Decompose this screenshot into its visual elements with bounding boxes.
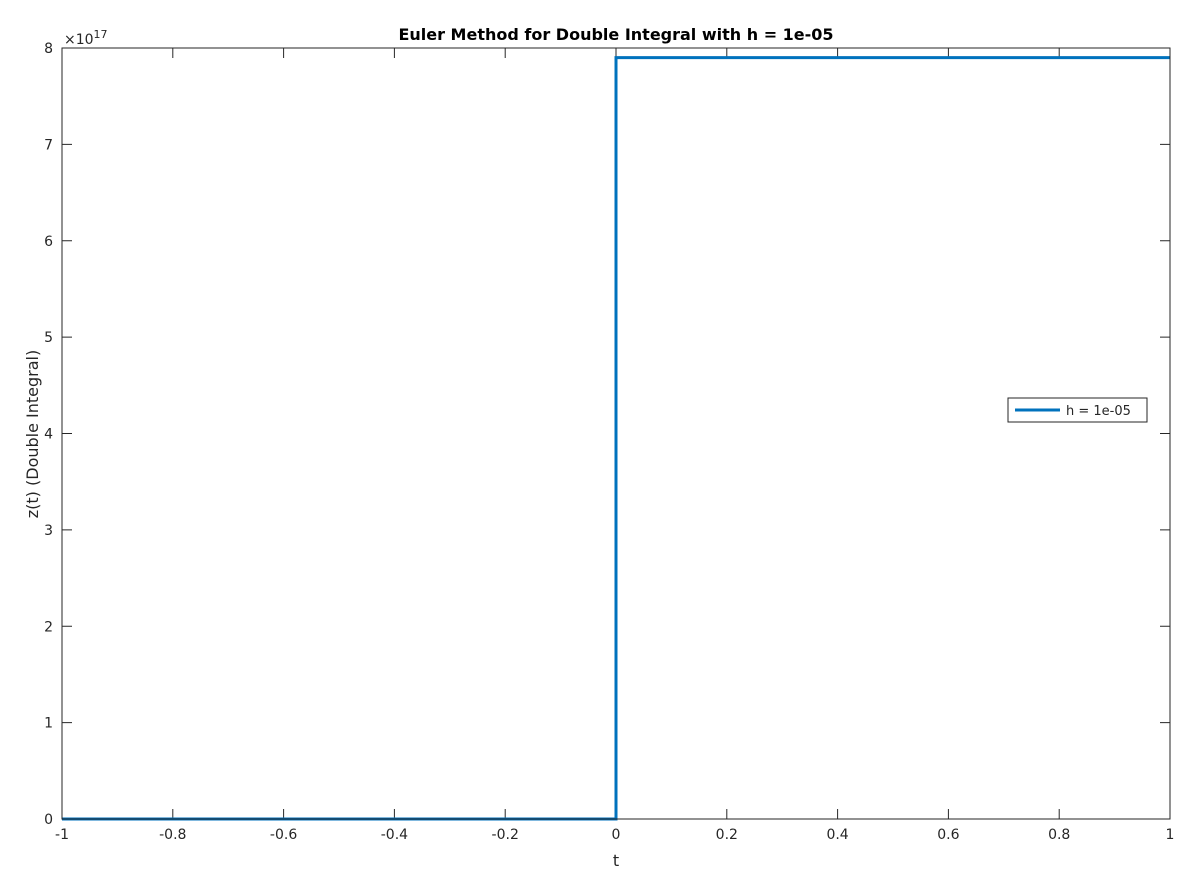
x-tick-label: -0.8 — [159, 827, 186, 843]
x-tick-label: 0.4 — [826, 827, 848, 843]
legend: h = 1e-05 — [1007, 397, 1148, 423]
x-tick-label: 0.8 — [1048, 827, 1070, 843]
y-tick-label: 6 — [44, 234, 53, 250]
x-tick-label: -0.2 — [492, 827, 519, 843]
y-axis-exponent-base: ×10 — [64, 32, 94, 48]
x-tick-label: -0.6 — [270, 827, 297, 843]
y-tick-label: 8 — [44, 41, 53, 57]
axes: -1 -0.8 -0.6 -0.4 -0.2 0 0.2 0.4 0.6 0.8 1 0 1 2 3 4 5 6… — [44, 41, 1174, 843]
legend-entry-label: h = 1e-05 — [1066, 404, 1131, 419]
x-tick-label: -1 — [55, 827, 69, 843]
x-tick-label: 1 — [1166, 827, 1175, 843]
chart-title: Euler Method for Double Integral with h … — [398, 25, 833, 44]
x-axis-ticks: -1 -0.8 -0.6 -0.4 -0.2 0 0.2 0.4 0.6 0.8 1 — [55, 48, 1174, 843]
x-tick-label: 0.6 — [937, 827, 959, 843]
y-axis-ticks: 0 1 2 3 4 5 6 7 8 — [44, 41, 1170, 828]
y-tick-label: 1 — [44, 716, 53, 732]
x-tick-label: 0.2 — [716, 827, 738, 843]
y-tick-label: 5 — [44, 330, 53, 346]
x-tick-label: -0.4 — [381, 827, 408, 843]
y-tick-label: 4 — [44, 427, 53, 443]
y-tick-label: 3 — [44, 523, 53, 539]
y-tick-label: 7 — [44, 137, 53, 153]
axes-box — [61, 47, 1171, 820]
y-tick-label: 0 — [44, 812, 53, 828]
y-tick-label: 2 — [44, 619, 53, 635]
x-axis-label: t — [613, 851, 619, 870]
x-tick-label: 0 — [612, 827, 621, 843]
y-axis-exponent: ×1017 — [64, 28, 108, 48]
y-axis-exponent-power: 17 — [94, 28, 108, 41]
y-axis-label: z(t) (Double Integral) — [23, 350, 42, 518]
